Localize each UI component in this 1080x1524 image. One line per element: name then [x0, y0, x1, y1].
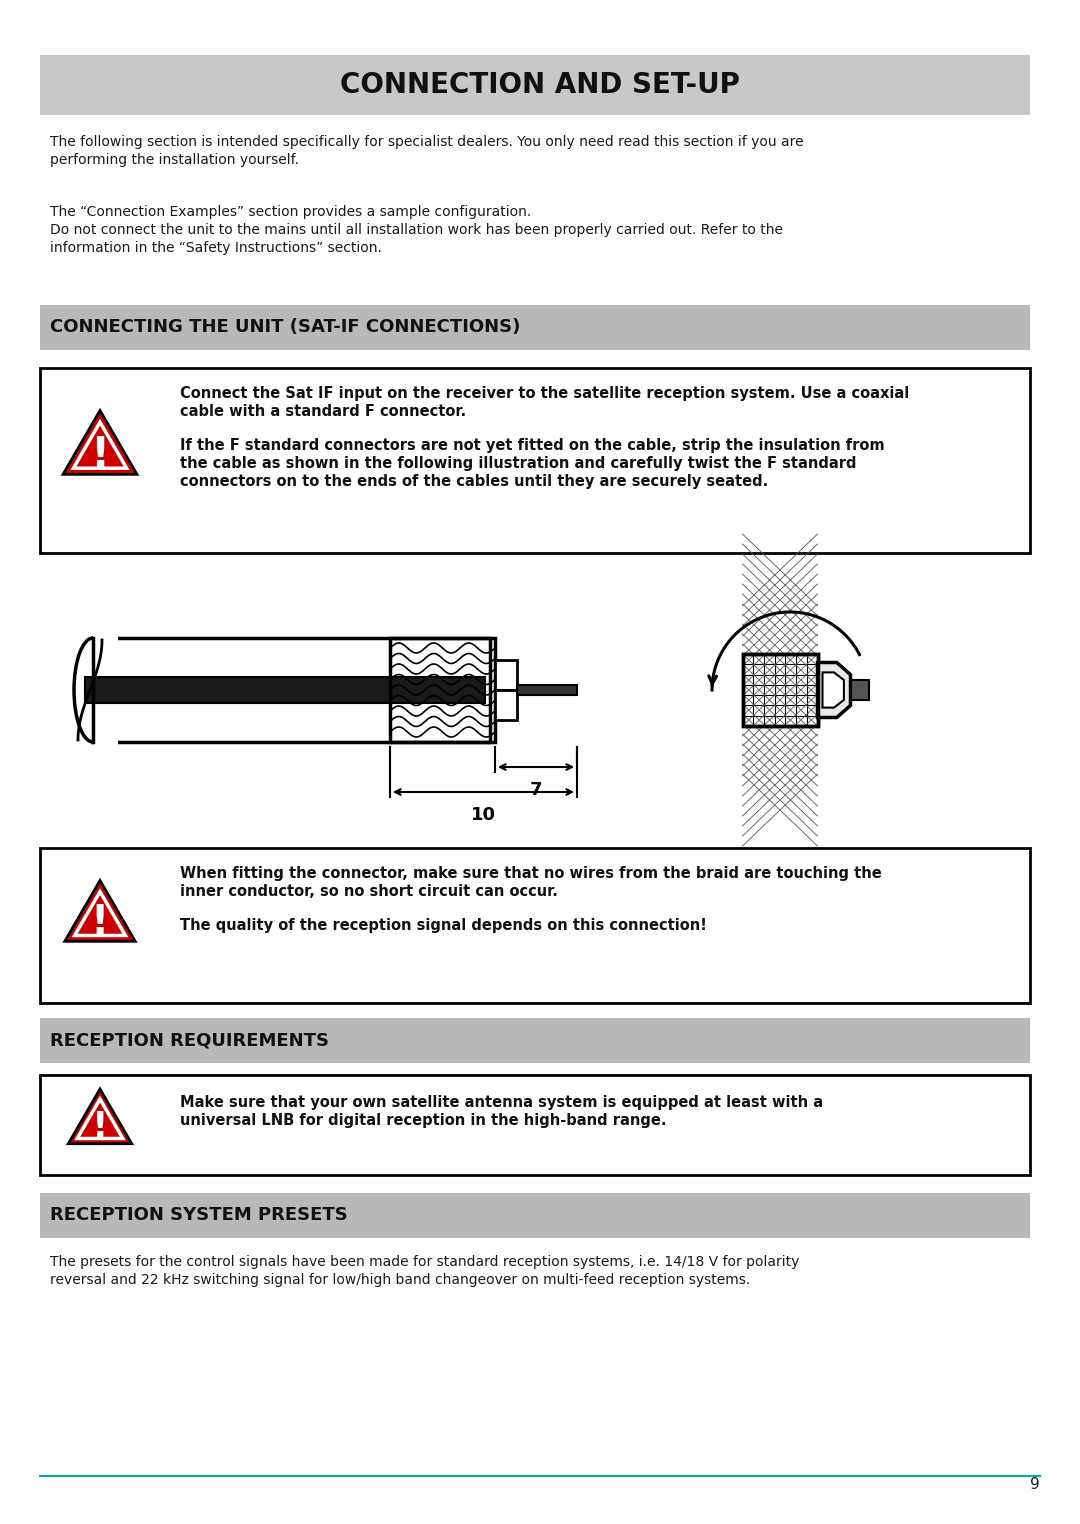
- Bar: [390, 639, 495, 742]
- Polygon shape: [75, 892, 125, 936]
- Bar: [743, 654, 818, 725]
- Polygon shape: [73, 422, 126, 468]
- Bar: [40, 1018, 1030, 1064]
- Bar: [743, 654, 818, 725]
- Text: Connect the Sat IF input on the receiver to the satellite reception system. Use : Connect the Sat IF input on the receiver…: [180, 386, 909, 401]
- Text: connectors on to the ends of the cables until they are securely seated.: connectors on to the ends of the cables …: [180, 474, 768, 489]
- Text: 7: 7: [530, 780, 542, 799]
- Bar: [40, 1193, 1030, 1237]
- Text: universal LNB for digital reception in the high-band range.: universal LNB for digital reception in t…: [180, 1113, 666, 1128]
- Bar: [40, 847, 1030, 1003]
- Text: performing the installation yourself.: performing the installation yourself.: [50, 152, 299, 168]
- Bar: [40, 305, 1030, 351]
- Text: cable with a standard F connector.: cable with a standard F connector.: [180, 404, 467, 419]
- Bar: [40, 367, 1030, 553]
- Bar: [40, 1074, 1030, 1175]
- Text: The presets for the control signals have been made for standard reception system: The presets for the control signals have…: [50, 1254, 799, 1269]
- Polygon shape: [65, 881, 135, 942]
- Text: Do not connect the unit to the mains until all installation work has been proper: Do not connect the unit to the mains unt…: [50, 223, 783, 238]
- Text: RECEPTION SYSTEM PRESETS: RECEPTION SYSTEM PRESETS: [50, 1207, 348, 1224]
- Bar: [517, 684, 577, 695]
- Bar: [40, 55, 1030, 114]
- Text: Make sure that your own satellite antenna system is equipped at least with a: Make sure that your own satellite antenn…: [180, 1096, 823, 1109]
- Text: If the F standard connectors are not yet fitted on the cable, strip the insulati: If the F standard connectors are not yet…: [180, 437, 885, 453]
- Text: RECEPTION REQUIREMENTS: RECEPTION REQUIREMENTS: [50, 1032, 329, 1050]
- Bar: [495, 690, 517, 719]
- Bar: [93, 639, 490, 742]
- Polygon shape: [77, 1099, 123, 1138]
- Polygon shape: [63, 410, 137, 474]
- Bar: [495, 660, 517, 690]
- Text: The following section is intended specifically for specialist dealers. You only : The following section is intended specif…: [50, 136, 804, 149]
- Text: CONNECTION AND SET-UP: CONNECTION AND SET-UP: [340, 72, 740, 99]
- Text: !: !: [92, 1109, 108, 1145]
- Polygon shape: [823, 672, 843, 707]
- Text: the cable as shown in the following illustration and carefully twist the F stand: the cable as shown in the following illu…: [180, 456, 856, 471]
- Text: information in the “Safety Instructions” section.: information in the “Safety Instructions”…: [50, 241, 382, 255]
- Bar: [93, 632, 118, 747]
- Ellipse shape: [75, 639, 112, 742]
- Bar: [85, 677, 485, 703]
- Text: inner conductor, so no short circuit can occur.: inner conductor, so no short circuit can…: [180, 884, 558, 899]
- Text: !: !: [91, 902, 109, 942]
- Text: reversal and 22 kHz switching signal for low/high band changeover on multi-feed : reversal and 22 kHz switching signal for…: [50, 1273, 751, 1286]
- Polygon shape: [818, 663, 851, 718]
- Text: 9: 9: [1030, 1477, 1040, 1492]
- Text: 10: 10: [471, 806, 496, 824]
- Text: The quality of the reception signal depends on this connection!: The quality of the reception signal depe…: [180, 917, 707, 933]
- Polygon shape: [68, 1090, 132, 1143]
- Bar: [851, 680, 868, 700]
- Text: The “Connection Examples” section provides a sample configuration.: The “Connection Examples” section provid…: [50, 206, 531, 219]
- Text: When fitting the connector, make sure that no wires from the braid are touching : When fitting the connector, make sure th…: [180, 866, 881, 881]
- Text: CONNECTING THE UNIT (SAT-IF CONNECTIONS): CONNECTING THE UNIT (SAT-IF CONNECTIONS): [50, 319, 521, 337]
- Text: !: !: [91, 434, 109, 475]
